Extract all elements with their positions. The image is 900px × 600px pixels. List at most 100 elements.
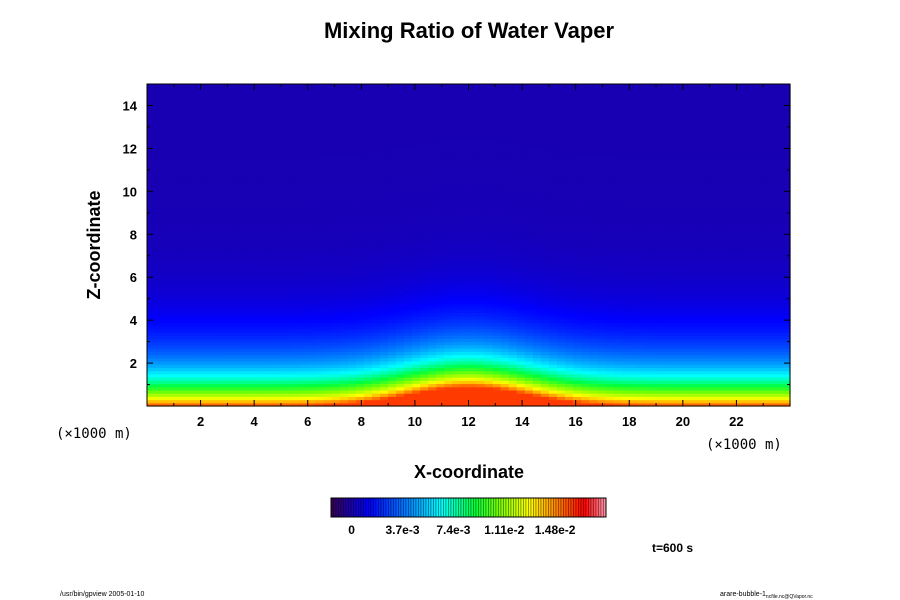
heat-cell [339, 125, 349, 130]
heat-cell [227, 351, 237, 356]
heat-cell [500, 312, 510, 317]
heat-cell [323, 219, 333, 224]
heat-cell [275, 338, 285, 343]
heat-cell [179, 180, 188, 185]
heat-cell [331, 174, 341, 178]
heat-cell [500, 180, 510, 185]
heat-cell [251, 354, 261, 359]
heat-cell [476, 264, 486, 269]
heat-cell [396, 93, 405, 98]
heat-cell [267, 212, 277, 217]
heat-cell [203, 251, 212, 256]
heat-cell [219, 354, 228, 359]
heat-cell [283, 187, 293, 191]
heat-cell [339, 145, 349, 149]
heat-cell [444, 261, 454, 265]
heat-cell [388, 180, 397, 185]
heat-cell [243, 219, 253, 224]
heat-cell [452, 190, 462, 195]
heat-cell [187, 261, 196, 265]
heat-cell [171, 199, 180, 204]
heat-cell [315, 141, 325, 146]
heat-cell [211, 341, 220, 346]
heat-cell [339, 348, 349, 352]
heat-cell [452, 293, 462, 298]
heat-cell [372, 370, 381, 375]
heat-cell [331, 180, 341, 185]
heat-cell [235, 209, 245, 214]
heat-cell [323, 132, 333, 137]
heat-cell [267, 154, 277, 159]
heat-cell [291, 141, 301, 146]
heat-cell [307, 190, 317, 195]
heat-cell [540, 241, 550, 246]
heat-cell [347, 322, 357, 327]
heat-cell [187, 222, 196, 227]
heat-cell [171, 399, 180, 404]
heat-cell [380, 241, 389, 246]
heat-cell [331, 183, 341, 188]
heat-cell [219, 373, 228, 378]
heat-cell [267, 360, 277, 365]
heat-cell [532, 296, 542, 301]
heat-cell [452, 161, 462, 166]
heat-cell [388, 219, 397, 224]
heat-cell [211, 212, 220, 217]
heat-cell [452, 383, 462, 388]
heat-cell [420, 341, 429, 346]
heat-cell [404, 312, 413, 317]
heat-cell [219, 338, 228, 343]
heat-cell [235, 360, 245, 365]
heat-cell [187, 309, 196, 314]
heat-cell [492, 161, 502, 166]
heat-cell [315, 248, 325, 253]
heat-cell [484, 338, 494, 343]
heat-cell [355, 96, 365, 101]
heat-cell [420, 228, 429, 233]
heat-cell [364, 286, 373, 291]
heat-cell [452, 228, 462, 233]
heat-cell [396, 109, 405, 114]
heat-cell [307, 222, 317, 227]
heat-cell [460, 257, 470, 262]
heat-cell [364, 296, 373, 301]
heat-cell [315, 109, 325, 114]
heat-cell [532, 112, 542, 117]
heat-cell [323, 296, 333, 301]
heat-cell [428, 360, 437, 365]
heat-cell [155, 96, 164, 101]
heat-cell [412, 367, 421, 372]
heat-cell [211, 164, 220, 169]
heat-cell [476, 170, 486, 175]
heat-cell [388, 383, 397, 388]
heat-cell [508, 196, 518, 201]
heat-cell [187, 383, 196, 388]
heat-cell [171, 96, 180, 101]
heat-cell [187, 302, 196, 307]
heat-cell [171, 315, 180, 320]
heat-cell [476, 290, 486, 294]
heat-cell [307, 106, 317, 111]
heat-cell [476, 399, 486, 404]
heat-cell [516, 373, 526, 378]
heat-cell [396, 232, 405, 236]
heat-cell [516, 241, 526, 246]
heat-cell [147, 135, 156, 140]
heat-cell [259, 328, 269, 333]
heat-cell [259, 225, 269, 230]
heat-cell [211, 196, 220, 201]
heat-cell [355, 203, 365, 207]
heat-cell [508, 393, 518, 397]
heat-cell [388, 125, 397, 130]
heat-cell [347, 335, 357, 339]
heat-cell [307, 299, 317, 304]
heat-cell [171, 132, 180, 137]
heat-cell [452, 360, 462, 365]
heat-cell [227, 122, 237, 127]
heat-cell [219, 174, 228, 178]
heat-cell [291, 84, 301, 88]
heat-cell [211, 283, 220, 288]
heat-cell [420, 261, 429, 265]
heat-cell [155, 145, 164, 149]
heat-cell [524, 187, 534, 191]
